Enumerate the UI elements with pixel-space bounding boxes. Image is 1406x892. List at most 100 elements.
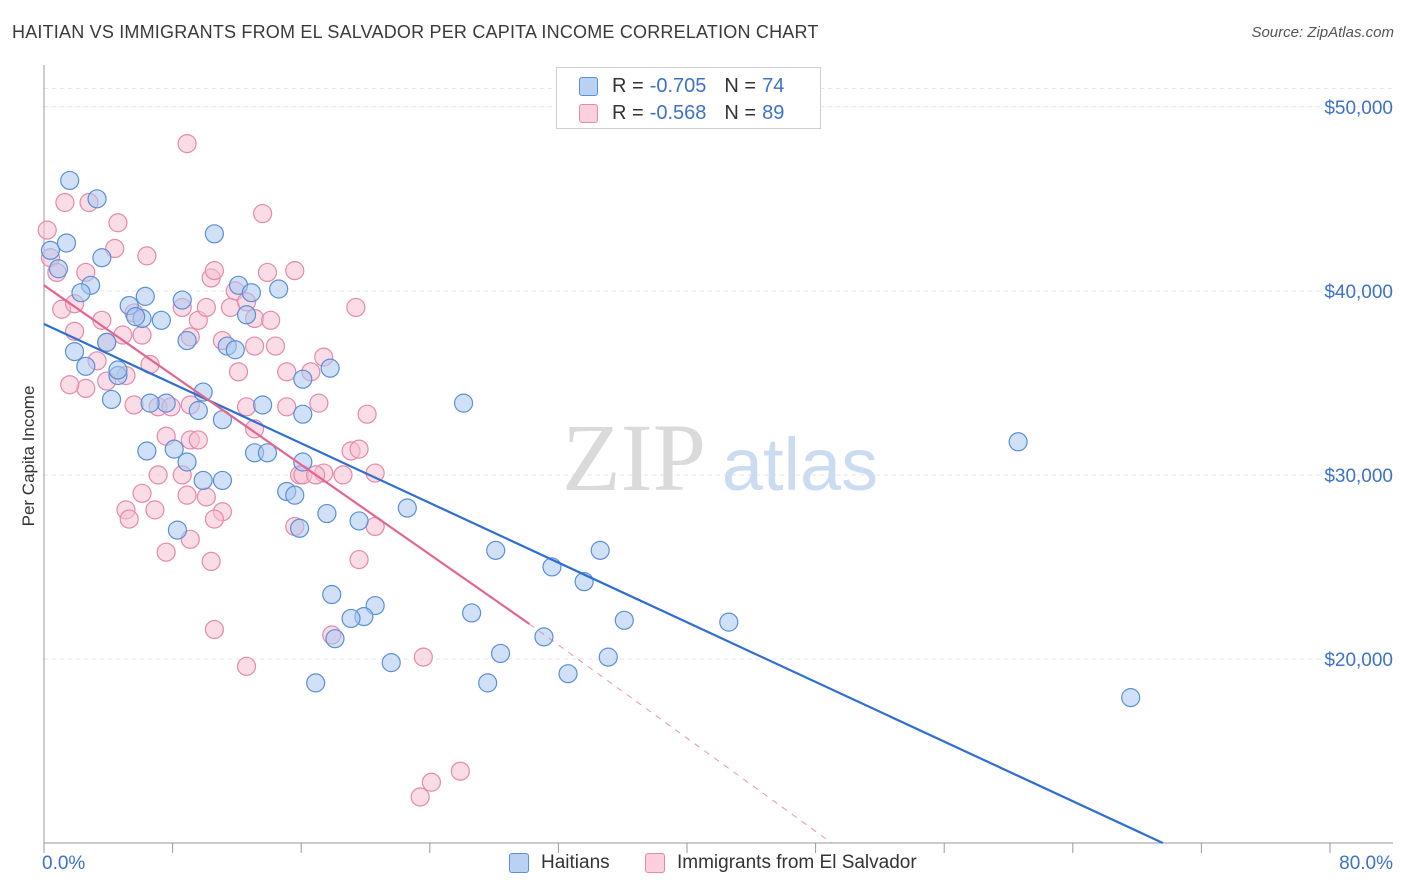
- elsalvador-point: [333, 465, 353, 485]
- elsalvador-point: [196, 297, 216, 318]
- elsalvador-point: [277, 397, 297, 417]
- haitians-point: [167, 520, 188, 540]
- source-attribution: Source: ZipAtlas.com: [1251, 24, 1394, 41]
- haitians-point: [225, 340, 245, 360]
- elsalvador-point: [349, 439, 369, 459]
- elsalvador-point: [145, 500, 165, 520]
- haitians-point: [97, 332, 117, 352]
- trend-lines: [43, 284, 1164, 844]
- haitians-point: [241, 283, 261, 303]
- haitians-point: [257, 443, 278, 463]
- elsalvador-point: [410, 787, 430, 807]
- elsalvador-trend-extension: [529, 623, 832, 844]
- elsalvador-point: [137, 246, 157, 266]
- haitians-point: [269, 279, 289, 299]
- haitians-point: [534, 627, 554, 647]
- elsalvador-point: [196, 487, 216, 507]
- haitians-swatch: [509, 853, 529, 873]
- haitians-point: [236, 305, 257, 325]
- haitians-point: [87, 189, 107, 209]
- elsalvador-point: [177, 134, 197, 154]
- x-tick-label: 0.0%: [42, 853, 85, 874]
- haitians-point: [293, 369, 313, 389]
- elsalvador-point: [119, 509, 139, 529]
- haitians-point: [108, 360, 128, 380]
- r-label: R =: [612, 74, 644, 97]
- n-value: 89: [762, 101, 785, 124]
- haitians-point: [293, 452, 313, 472]
- haitians-point: [341, 608, 361, 629]
- r-value: -0.568: [649, 101, 707, 124]
- y-tick-label: $20,000: [1324, 650, 1393, 671]
- watermark-atlas: atlas: [722, 423, 878, 506]
- haitians-point: [151, 310, 171, 330]
- haitians-point: [325, 629, 345, 649]
- haitians-point: [137, 441, 157, 461]
- haitians-point: [140, 393, 160, 413]
- haitians-point: [56, 233, 77, 253]
- elsalvador-point: [450, 761, 470, 781]
- elsalvador-point: [346, 297, 366, 318]
- haitians-point: [188, 400, 208, 421]
- elsalvador-swatch: [645, 853, 665, 873]
- elsalvador-point: [265, 336, 286, 356]
- legend-item-elsalvador: Immigrants from El Salvador: [645, 852, 917, 874]
- y-tick-label: $40,000: [1324, 282, 1393, 303]
- haitians-point: [322, 584, 342, 605]
- haitians-point: [212, 470, 233, 491]
- haitians-point: [92, 248, 112, 268]
- x-tick-label: 80.0%: [1339, 853, 1393, 874]
- elsalvador-point: [349, 549, 369, 570]
- haitians-point: [490, 643, 511, 664]
- haitians-point: [320, 358, 340, 378]
- haitians-point: [40, 240, 61, 260]
- elsalvador-point: [201, 551, 221, 572]
- haitians-point: [48, 259, 69, 279]
- haitians-point: [253, 395, 273, 415]
- elsalvador-point: [228, 362, 249, 382]
- haitians-point: [101, 389, 122, 410]
- haitians-point: [76, 356, 96, 376]
- r-value: -0.705: [649, 74, 707, 97]
- n-label: N =: [724, 101, 757, 124]
- elsalvador-point: [357, 404, 377, 424]
- elsalvador-point: [108, 213, 128, 233]
- haitians-point: [156, 393, 176, 413]
- haitians-point: [193, 470, 213, 491]
- elsalvador-point: [204, 261, 224, 281]
- elsalvador-point: [132, 483, 152, 503]
- y-tick-label: $50,000: [1324, 98, 1393, 119]
- haitians-point: [177, 452, 197, 472]
- elsalvador-trend-line: [43, 284, 531, 625]
- haitians-point: [614, 610, 634, 630]
- haitians-point: [64, 341, 85, 362]
- elsalvador-point: [413, 647, 433, 667]
- haitians-point: [289, 518, 310, 538]
- haitians-point: [204, 224, 224, 244]
- haitians-point: [126, 307, 146, 327]
- haitians-point: [461, 603, 482, 623]
- haitians-point: [164, 439, 184, 459]
- haitians-point: [285, 485, 305, 505]
- n-value: 74: [762, 74, 785, 97]
- y-tick-labels: $20,000 $30,000 $40,000 $50,000: [1324, 98, 1393, 671]
- elsalvador-point: [37, 220, 57, 240]
- elsalvador-point: [277, 362, 297, 382]
- elsalvador-point: [244, 336, 265, 356]
- elsalvador-point: [257, 262, 278, 283]
- elsalvador-point: [124, 395, 144, 415]
- haitians-point: [558, 664, 578, 684]
- elsalvador-point: [220, 297, 241, 318]
- haitians-point: [177, 330, 197, 351]
- haitians-point: [1121, 688, 1141, 708]
- haitians-swatch: [579, 76, 598, 96]
- elsalvador-swatch: [579, 103, 598, 123]
- elsalvador-point: [261, 310, 281, 330]
- elsalvador-point: [204, 619, 224, 640]
- y-axis-label: Per Capita Income: [19, 386, 38, 527]
- watermark-zip: ZIP: [562, 404, 706, 511]
- elsalvador-point: [421, 772, 442, 792]
- haitians-point: [719, 612, 739, 632]
- elsalvador-point: [60, 375, 80, 395]
